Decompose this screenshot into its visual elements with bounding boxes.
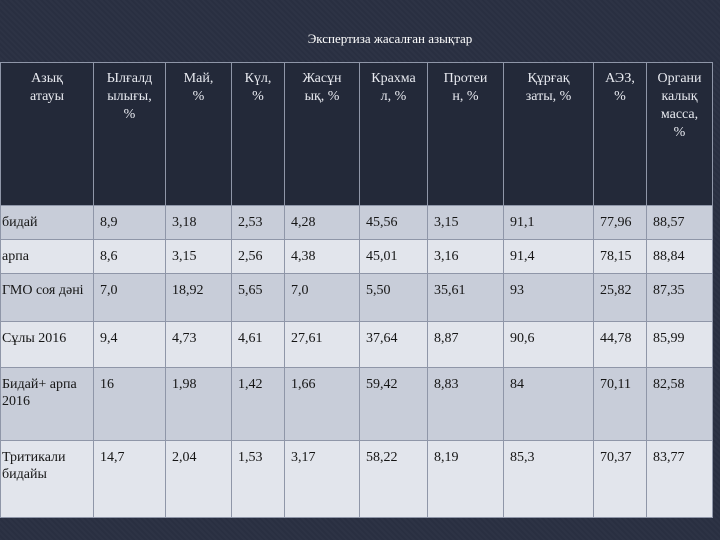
- value-cell: 91,1: [503, 205, 594, 240]
- value-cell: 37,64: [359, 321, 428, 368]
- value-cell: 59,42: [359, 367, 428, 441]
- value-cell: 85,99: [646, 321, 713, 368]
- value-cell: 1,53: [231, 440, 285, 518]
- column-header: АЭЗ,%: [593, 62, 647, 206]
- value-cell: 2,56: [231, 239, 285, 274]
- value-cell: 8,19: [427, 440, 504, 518]
- table-row: арпа 8,6 3,15 2,56 4,38 45,01 3,16 91,4 78,15 88,…: [0, 239, 713, 274]
- column-header: Май,%: [165, 62, 232, 206]
- value-cell: 70,37: [593, 440, 647, 518]
- value-cell: 4,28: [284, 205, 360, 240]
- value-cell: 88,84: [646, 239, 713, 274]
- value-cell: 4,38: [284, 239, 360, 274]
- column-header: Крахма л, %: [359, 62, 428, 206]
- value-cell: 35,61: [427, 273, 504, 322]
- value-cell: 44,78: [593, 321, 647, 368]
- table-row: бидай 8,9 3,18 2,53 4,28 45,56 3,15 91,1 77,96 88…: [0, 205, 713, 240]
- feed-name-cell: арпа: [0, 239, 94, 274]
- value-cell: 8,87: [427, 321, 504, 368]
- value-cell: 3,15: [427, 205, 504, 240]
- value-cell: 18,92: [165, 273, 232, 322]
- value-cell: 14,7: [93, 440, 166, 518]
- value-cell: 9,4: [93, 321, 166, 368]
- value-cell: 7,0: [284, 273, 360, 322]
- value-cell: 3,17: [284, 440, 360, 518]
- value-cell: 8,83: [427, 367, 504, 441]
- value-cell: 84: [503, 367, 594, 441]
- column-header: Құрғақ заты, %: [503, 62, 594, 206]
- value-cell: 2,53: [231, 205, 285, 240]
- value-cell: 7,0: [93, 273, 166, 322]
- value-cell: 91,4: [503, 239, 594, 274]
- value-cell: 27,61: [284, 321, 360, 368]
- value-cell: 3,16: [427, 239, 504, 274]
- value-cell: 2,04: [165, 440, 232, 518]
- value-cell: 1,98: [165, 367, 232, 441]
- value-cell: 87,35: [646, 273, 713, 322]
- table-row: Сұлы 2016 9,4 4,73 4,61 27,61 37,64 8,87 90,6 44…: [0, 321, 713, 368]
- value-cell: 45,01: [359, 239, 428, 274]
- value-cell: 5,50: [359, 273, 428, 322]
- value-cell: 45,56: [359, 205, 428, 240]
- feed-name-cell: Сұлы 2016: [0, 321, 94, 368]
- value-cell: 16: [93, 367, 166, 441]
- value-cell: 88,57: [646, 205, 713, 240]
- value-cell: 58,22: [359, 440, 428, 518]
- column-header: Жасұн ық, %: [284, 62, 360, 206]
- column-header: Күл,%: [231, 62, 285, 206]
- slide-title: Экспертиза жасалған азықтар: [307, 31, 473, 46]
- table-row: Бидай+ арпа 2016 16 1,98 1,42 1,66 59,42 8,83 8…: [0, 367, 713, 441]
- data-table: Азық атауы Ылғалд ылығы,% Май,% Күл,% Жасұн ық,…: [0, 62, 713, 518]
- value-cell: 4,61: [231, 321, 285, 368]
- value-cell: 78,15: [593, 239, 647, 274]
- value-cell: 93: [503, 273, 594, 322]
- value-cell: 77,96: [593, 205, 647, 240]
- value-cell: 1,66: [284, 367, 360, 441]
- value-cell: 3,15: [165, 239, 232, 274]
- table-row: Тритикали бидайы 14,7 2,04 1,53 3,17 58,22 8,1…: [0, 440, 713, 518]
- feed-name-cell: Тритикали бидайы: [0, 440, 94, 518]
- value-cell: 25,82: [593, 273, 647, 322]
- value-cell: 83,77: [646, 440, 713, 518]
- feed-name-cell: ГМО соя дәні: [0, 273, 94, 322]
- value-cell: 90,6: [503, 321, 594, 368]
- value-cell: 85,3: [503, 440, 594, 518]
- value-cell: 8,6: [93, 239, 166, 274]
- value-cell: 4,73: [165, 321, 232, 368]
- column-header: Ылғалд ылығы,%: [93, 62, 166, 206]
- column-header: Протеи н, %: [427, 62, 504, 206]
- table-row: ГМО соя дәні 7,0 18,92 5,65 7,0 5,50 35,61 93 25…: [0, 273, 713, 322]
- value-cell: 3,18: [165, 205, 232, 240]
- feed-name-cell: бидай: [0, 205, 94, 240]
- value-cell: 5,65: [231, 273, 285, 322]
- value-cell: 70,11: [593, 367, 647, 441]
- feed-name-cell: Бидай+ арпа 2016: [0, 367, 94, 441]
- table-body: бидай 8,9 3,18 2,53 4,28 45,56 3,15 91,1 77,96 88…: [0, 205, 713, 518]
- value-cell: 8,9: [93, 205, 166, 240]
- value-cell: 1,42: [231, 367, 285, 441]
- column-header: Органи калық масса,%: [646, 62, 713, 206]
- column-header: Азық атауы: [0, 62, 94, 206]
- header-row: Азық атауы Ылғалд ылығы,% Май,% Күл,% Жасұн ық,…: [0, 62, 713, 206]
- value-cell: 82,58: [646, 367, 713, 441]
